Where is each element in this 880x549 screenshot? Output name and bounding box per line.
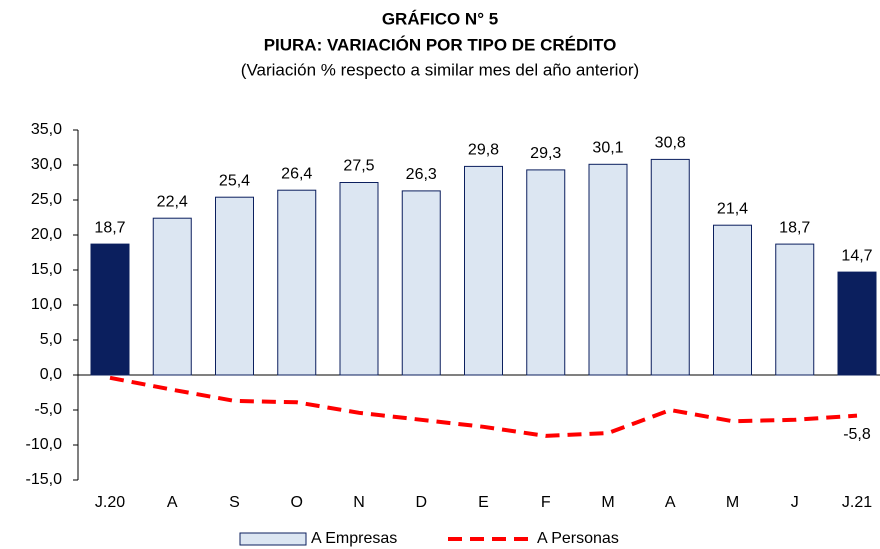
bar bbox=[526, 169, 566, 376]
y-tick-label: 20,0 bbox=[31, 226, 62, 243]
y-tick-label: 30,0 bbox=[31, 156, 62, 173]
y-tick-label: 10,0 bbox=[31, 296, 62, 313]
chart-title: GRÁFICO N° 5 bbox=[382, 9, 498, 28]
bar bbox=[339, 182, 379, 376]
y-tick-label: -15,0 bbox=[26, 471, 63, 488]
y-tick-label: 25,0 bbox=[31, 191, 62, 208]
x-tick-label: D bbox=[415, 494, 427, 511]
y-tick-label: 15,0 bbox=[31, 261, 62, 278]
bar bbox=[837, 271, 877, 376]
y-tick-label: 35,0 bbox=[31, 121, 62, 138]
bar bbox=[464, 165, 503, 376]
value-label: 14,7 bbox=[841, 247, 872, 264]
value-label: 18,7 bbox=[94, 219, 125, 236]
value-label: 30,8 bbox=[655, 135, 686, 152]
bar bbox=[775, 243, 815, 376]
value-label: 21,4 bbox=[717, 200, 748, 217]
bar bbox=[401, 190, 441, 376]
value-label: 27,5 bbox=[343, 158, 374, 175]
legend-label: A Personas bbox=[537, 530, 619, 547]
bar bbox=[713, 224, 752, 376]
x-tick-label: N bbox=[353, 494, 365, 511]
bar bbox=[588, 163, 628, 376]
value-label: 18,7 bbox=[779, 219, 810, 236]
chart-note: (Variación % respecto a similar mes del … bbox=[241, 60, 639, 79]
value-label: 26,3 bbox=[406, 166, 437, 183]
x-tick-label: O bbox=[291, 494, 303, 511]
line bbox=[109, 375, 858, 438]
value-label: 29,3 bbox=[530, 145, 561, 162]
bar bbox=[90, 243, 130, 376]
chart-subtitle: PIURA: VARIACIÓN POR TIPO DE CRÉDITO bbox=[264, 35, 617, 54]
y-tick-label: -10,0 bbox=[26, 436, 63, 453]
value-label: 26,4 bbox=[281, 165, 312, 182]
x-tick-label: F bbox=[541, 494, 551, 511]
value-label: 22,4 bbox=[157, 193, 188, 210]
value-label: 25,4 bbox=[219, 172, 250, 189]
legend-label: A Empresas bbox=[311, 530, 397, 547]
bar bbox=[650, 158, 690, 376]
y-tick-label: 0,0 bbox=[40, 366, 62, 383]
value-label: 29,8 bbox=[468, 142, 499, 159]
y-tick-label: -5,0 bbox=[34, 401, 62, 418]
y-tick-label: 5,0 bbox=[40, 331, 62, 348]
bar bbox=[215, 196, 254, 376]
x-tick-label: M bbox=[726, 494, 739, 511]
x-tick-label: S bbox=[229, 494, 240, 511]
value-label: -5,8 bbox=[843, 426, 871, 443]
legend-swatch bbox=[239, 532, 307, 546]
x-tick-label: J.20 bbox=[95, 494, 125, 511]
bar bbox=[152, 217, 192, 376]
x-tick-label: A bbox=[167, 494, 178, 511]
x-tick-label: A bbox=[665, 494, 676, 511]
value-label: 30,1 bbox=[592, 140, 623, 157]
x-tick-label: E bbox=[478, 494, 489, 511]
x-tick-label: M bbox=[601, 494, 614, 511]
x-tick-label: J.21 bbox=[842, 494, 872, 511]
x-tick-label: J bbox=[791, 494, 799, 511]
bar bbox=[277, 189, 317, 376]
